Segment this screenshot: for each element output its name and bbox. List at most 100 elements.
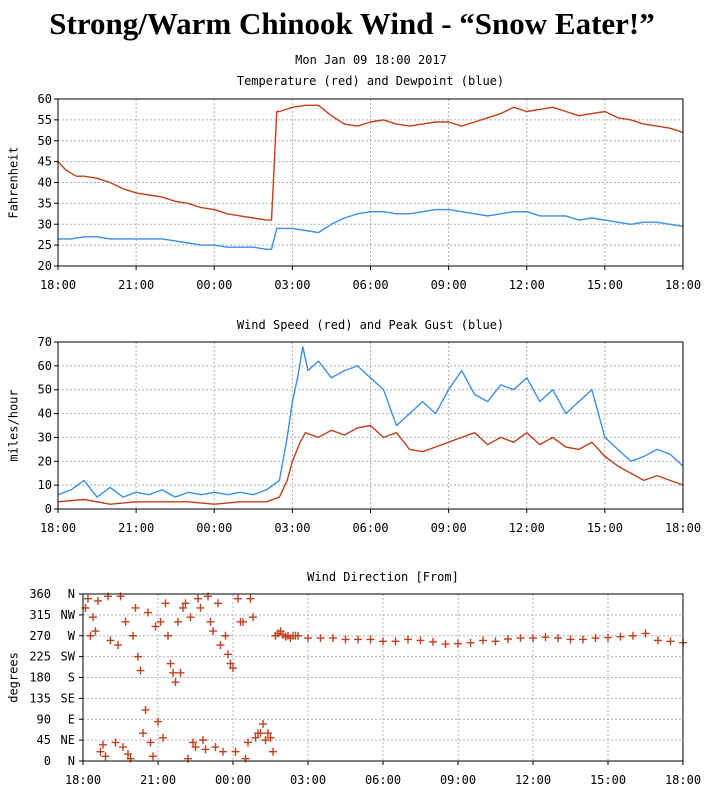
data-point (479, 636, 487, 645)
x-tick-label: 15:00 (590, 773, 626, 787)
data-point (139, 729, 147, 738)
data-point (244, 738, 252, 747)
data-point (231, 747, 240, 756)
data-point (101, 752, 110, 761)
data-point (221, 631, 230, 640)
y-tick-label: 0 (44, 754, 51, 768)
wind-speed-chart: Wind Speed (red) and Peak Gust (blue) mil… (7, 318, 702, 535)
data-point (251, 733, 260, 742)
x-tick-label: 12:00 (509, 521, 545, 535)
x-tick-label: 18:00 (65, 773, 101, 787)
data-point (124, 750, 132, 759)
data-point (111, 738, 120, 747)
y-tick-label: 40 (38, 176, 52, 190)
data-point (516, 634, 525, 643)
x-tick-label: 06:00 (365, 773, 401, 787)
data-point (91, 627, 100, 636)
x-tick-label: 09:00 (440, 773, 476, 787)
data-point (591, 634, 600, 643)
data-point (504, 634, 512, 643)
x-tick-label: 18:00 (40, 521, 76, 535)
compass-tick-label: SE (61, 691, 75, 705)
x-tick-label: 03:00 (290, 773, 326, 787)
data-point (491, 637, 500, 646)
y-tick-label: 45 (38, 155, 52, 169)
plot-frame (57, 341, 684, 510)
data-point (149, 752, 157, 761)
y-tick-label: 55 (38, 113, 52, 127)
data-point (316, 634, 325, 643)
data-point (579, 635, 587, 644)
data-point (654, 636, 662, 645)
data-point (404, 635, 412, 644)
y-tick-label: 270 (29, 629, 51, 643)
y-tick-label: 50 (38, 134, 52, 148)
data-point (164, 631, 172, 640)
data-point (466, 638, 475, 647)
compass-tick-label: S (68, 671, 75, 685)
x-tick-label: 09:00 (431, 278, 467, 292)
y-axis-label: miles/hour (7, 389, 21, 461)
data-point (179, 603, 187, 612)
series-line-temperature (57, 104, 684, 221)
data-point (249, 613, 257, 622)
compass-tick-label: NW (61, 608, 76, 622)
data-point (96, 747, 105, 756)
data-point (269, 747, 277, 756)
y-tick-label: 360 (29, 587, 51, 601)
data-point (604, 633, 612, 642)
data-point (224, 650, 232, 659)
y-tick-label: 10 (38, 478, 52, 492)
y-tick-label: 50 (38, 383, 52, 397)
plot-frame (57, 98, 684, 267)
y-tick-label: 0 (45, 502, 52, 516)
y-tick-label: 35 (38, 196, 52, 210)
data-point (366, 635, 375, 644)
x-tick-label: 00:00 (215, 773, 251, 787)
data-point (234, 594, 242, 603)
data-point (341, 635, 350, 644)
data-point (94, 596, 102, 605)
data-point (416, 636, 425, 645)
x-tick-label: 06:00 (352, 521, 388, 535)
data-point (391, 637, 400, 646)
y-axis-label: degrees (7, 652, 21, 703)
x-tick-label: 18:00 (665, 521, 701, 535)
data-point (304, 634, 312, 643)
data-point (259, 719, 267, 728)
data-point (194, 594, 202, 603)
y-tick-label: 45 (37, 733, 51, 747)
compass-tick-label: NE (61, 733, 75, 747)
x-tick-label: 00:00 (196, 521, 232, 535)
data-point (196, 603, 205, 612)
x-tick-label: 06:00 (352, 278, 388, 292)
data-point (84, 594, 92, 603)
page-title: Strong/Warm Chinook Wind - “Snow Eater!” (49, 6, 655, 41)
data-point (181, 599, 190, 608)
x-tick-label: 12:00 (515, 773, 551, 787)
data-point (86, 631, 95, 640)
y-tick-label: 30 (38, 430, 52, 444)
data-point (151, 622, 160, 631)
data-point (161, 599, 170, 608)
data-point (156, 617, 165, 626)
data-point (99, 740, 107, 749)
data-point (246, 594, 255, 603)
data-point (199, 736, 207, 745)
data-point (206, 617, 215, 626)
x-tick-label: 03:00 (274, 521, 310, 535)
y-tick-label: 70 (38, 335, 52, 349)
data-point (429, 637, 437, 646)
data-point (166, 659, 175, 668)
timestamp: Mon Jan 09 18:00 2017 (295, 53, 447, 67)
data-point (131, 603, 140, 612)
data-point (641, 629, 650, 638)
data-point (616, 632, 625, 641)
chart-title: Wind Direction [From] (307, 570, 459, 584)
data-point (264, 729, 272, 738)
data-point (266, 733, 275, 742)
y-tick-label: 60 (38, 92, 52, 106)
series-line-dewpoint (58, 208, 684, 251)
